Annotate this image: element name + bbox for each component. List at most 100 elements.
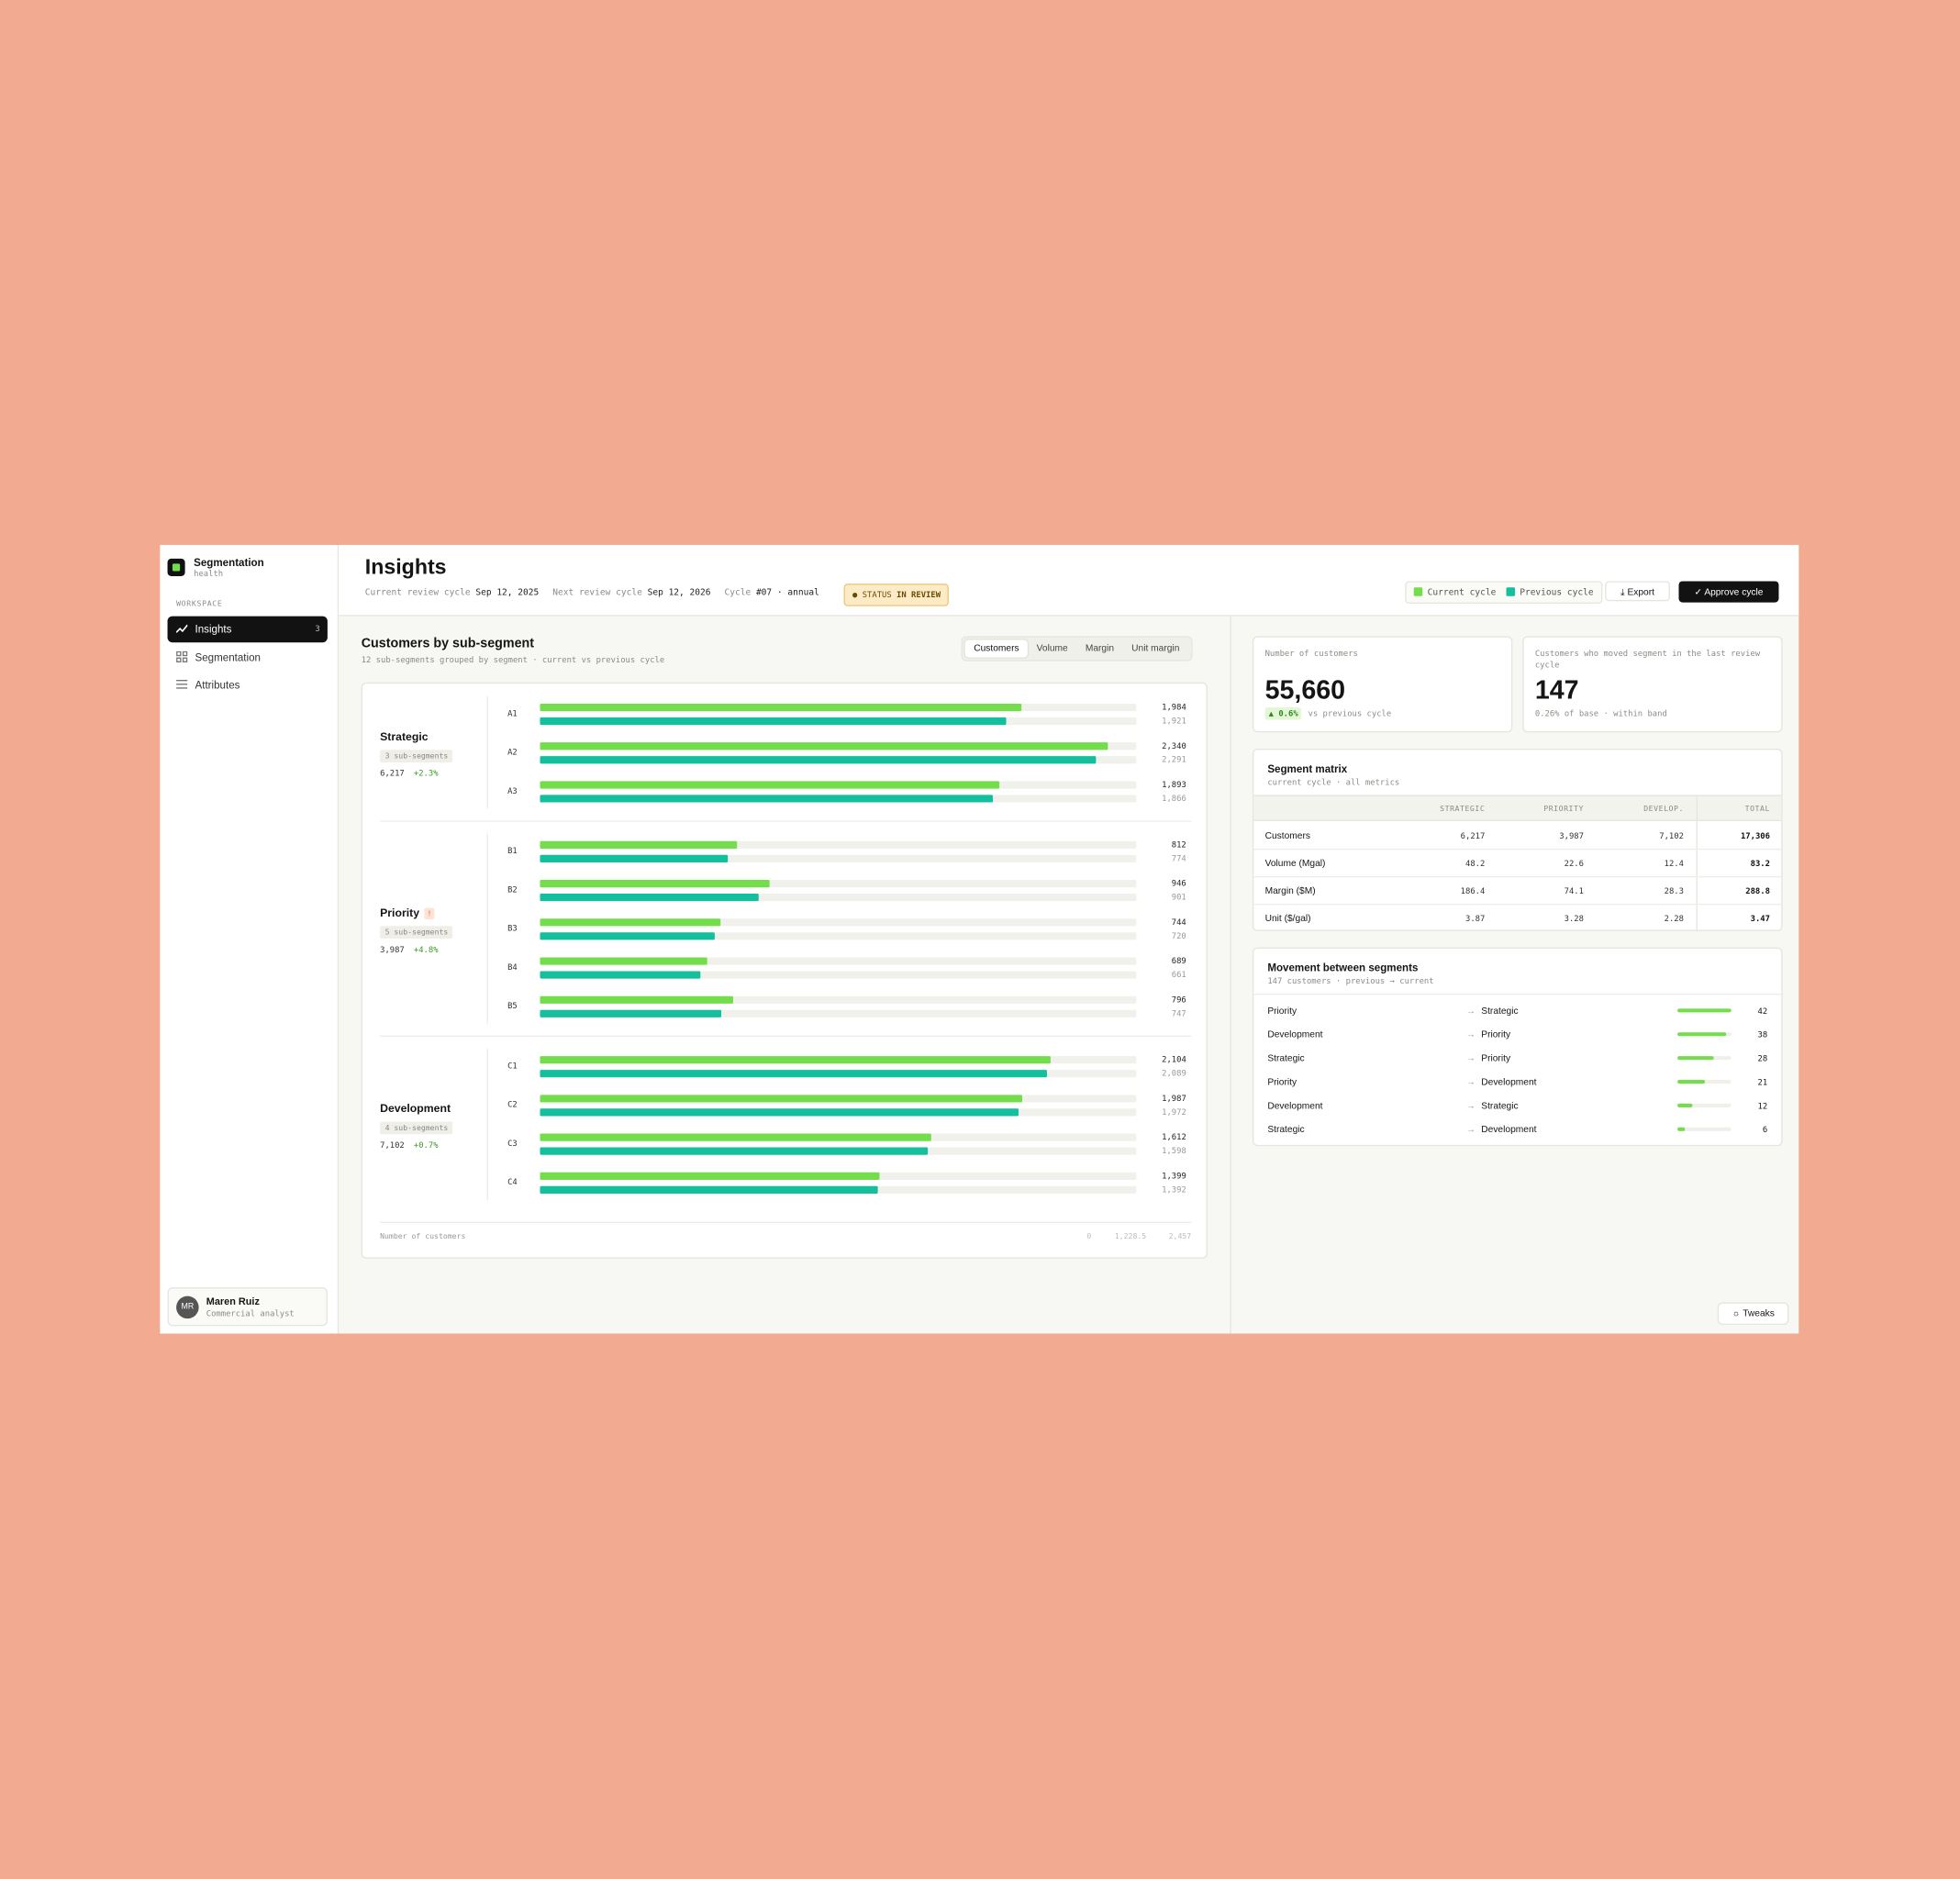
- bar: [540, 1185, 878, 1194]
- user-card[interactable]: MR Maren Ruiz Commercial analyst: [167, 1287, 328, 1327]
- kpi-card: Number of customers 55,660 ▲ 0.6% vs previo…: [1252, 636, 1513, 733]
- tab[interactable]: Volume: [1036, 642, 1068, 654]
- meta-label: Next review cycle: [552, 587, 642, 598]
- legend-item: Current cycle: [1413, 583, 1496, 603]
- tab[interactable]: Margin: [1085, 642, 1115, 654]
- nav-label: Attributes: [195, 678, 240, 692]
- movement-value: 6: [1762, 1125, 1768, 1135]
- brand: Segmentation: [194, 556, 264, 569]
- meta-value: Sep 12, 2025: [475, 587, 540, 598]
- nav-segmentation[interactable]: Segmentation: [168, 645, 328, 670]
- movement-value: 12: [1757, 1101, 1768, 1112]
- meta-label: Current review cycle: [364, 587, 471, 598]
- export-button[interactable]: ⤓ Export: [1605, 581, 1670, 602]
- bar: [540, 1056, 1051, 1064]
- nav-attributes[interactable]: Attributes: [168, 673, 328, 697]
- bar: [540, 971, 701, 979]
- meta-item: Current review cycle Sep 12, 2025: [365, 587, 539, 597]
- value-label: 812: [1172, 840, 1186, 850]
- bar: [540, 795, 993, 803]
- arrow: →: [1465, 1075, 1476, 1088]
- value-label: 796: [1172, 995, 1186, 1005]
- cell: 48.2: [1465, 858, 1486, 869]
- movement-bar: [1677, 1032, 1727, 1037]
- legend-label: Previous cycle: [1520, 587, 1594, 598]
- meta-item: Next review cycle Sep 12, 2026: [552, 587, 710, 597]
- sub-label: 5 sub-segments: [385, 928, 449, 937]
- category-label: B2: [507, 885, 518, 895]
- category-label: A2: [507, 749, 518, 758]
- row-label: Unit ($/gal): [1264, 912, 1311, 924]
- to: Development: [1481, 1123, 1537, 1135]
- category-label: B4: [507, 963, 518, 973]
- bar: [540, 1070, 1047, 1078]
- cell: 3.87: [1465, 913, 1486, 924]
- row-label: Margin ($M): [1264, 884, 1316, 896]
- flag-badge: [424, 907, 435, 919]
- cell: 74.1: [1564, 885, 1584, 896]
- meta-row: Current review cycle Sep 12, 2025 Next re…: [365, 587, 819, 597]
- kpi-foot: 0.26% of base · within band: [1535, 708, 1667, 718]
- tweaks-button[interactable]: ☼ Tweaks: [1717, 1302, 1789, 1325]
- group-total: 6,217: [380, 770, 405, 779]
- kpi-label: Number of customers: [1264, 649, 1358, 659]
- category-label: C2: [507, 1101, 518, 1110]
- to: Priority: [1481, 1052, 1511, 1064]
- cell: 22.6: [1564, 858, 1584, 869]
- movement-bar: [1677, 1008, 1732, 1013]
- legend-item: Previous cycle: [1506, 583, 1594, 603]
- bar: [540, 1108, 1019, 1117]
- from: Development: [1267, 1028, 1323, 1040]
- kpi-delta: ▲ 0.6%: [1264, 707, 1302, 720]
- cell: 2.28: [1664, 913, 1684, 924]
- nav-badge: 3: [315, 623, 320, 634]
- value-label: 901: [1172, 894, 1186, 903]
- nav-insights[interactable]: Insights 3: [167, 616, 328, 643]
- bar: [540, 742, 1108, 750]
- movement-value: 38: [1757, 1029, 1768, 1040]
- category-label: A1: [507, 709, 518, 718]
- category-label: C3: [507, 1140, 518, 1149]
- tab[interactable]: Unit margin: [1131, 642, 1180, 654]
- bar: [540, 703, 1022, 712]
- value-label: 1,893: [1162, 781, 1186, 790]
- approve-button[interactable]: ✓ Approve cycle: [1678, 581, 1779, 603]
- kpi-value: 55,660: [1264, 675, 1346, 706]
- card-title: Movement between segments: [1267, 961, 1419, 974]
- column-header: PRIORITY: [1543, 805, 1584, 814]
- meta-value: #07 · annual: [755, 587, 819, 598]
- to: Strategic: [1481, 1099, 1519, 1112]
- button-label: Export: [1627, 585, 1654, 598]
- value-label: 1,984: [1162, 704, 1186, 713]
- tab[interactable]: Customers: [964, 639, 1029, 658]
- movement-bar: [1677, 1103, 1693, 1107]
- movement-value: 28: [1757, 1053, 1768, 1064]
- legend-swatch: [1506, 587, 1515, 596]
- group-change: +0.7%: [414, 1141, 439, 1151]
- bar: [540, 880, 770, 888]
- sub-chip: [380, 1121, 453, 1135]
- chart: Strategic 3 sub-segments 6,217 +2.3% A1 1,984…: [380, 695, 1191, 1240]
- movement-value: 42: [1757, 1006, 1768, 1017]
- category-label: A3: [507, 787, 518, 796]
- column-header: DEVELOP.: [1643, 805, 1684, 814]
- value-label: 1,866: [1162, 795, 1186, 804]
- app-window: Segmentation health WORKSPACE Insights 3…: [160, 544, 1799, 1334]
- cell: 28.3: [1664, 885, 1684, 896]
- user-role: Commercial analyst: [206, 1308, 295, 1319]
- user-name: Maren Ruiz: [206, 1295, 260, 1307]
- status-label: STATUS: [862, 589, 892, 600]
- cell: 3.28: [1564, 913, 1584, 924]
- value-label: 747: [1172, 1009, 1186, 1018]
- category-label: B3: [507, 925, 518, 934]
- group-name: Strategic: [380, 730, 429, 743]
- card-subtitle: 147 customers · previous → current: [1267, 975, 1434, 986]
- arrow: →: [1465, 1099, 1476, 1112]
- value-label: 2,104: [1162, 1056, 1186, 1065]
- sub-chip: [380, 750, 453, 762]
- x-tick-label: 0: [1086, 1231, 1091, 1240]
- delta-value: 0.6%: [1278, 708, 1298, 719]
- table-header-bg: [1253, 795, 1782, 821]
- bar: [540, 1147, 929, 1155]
